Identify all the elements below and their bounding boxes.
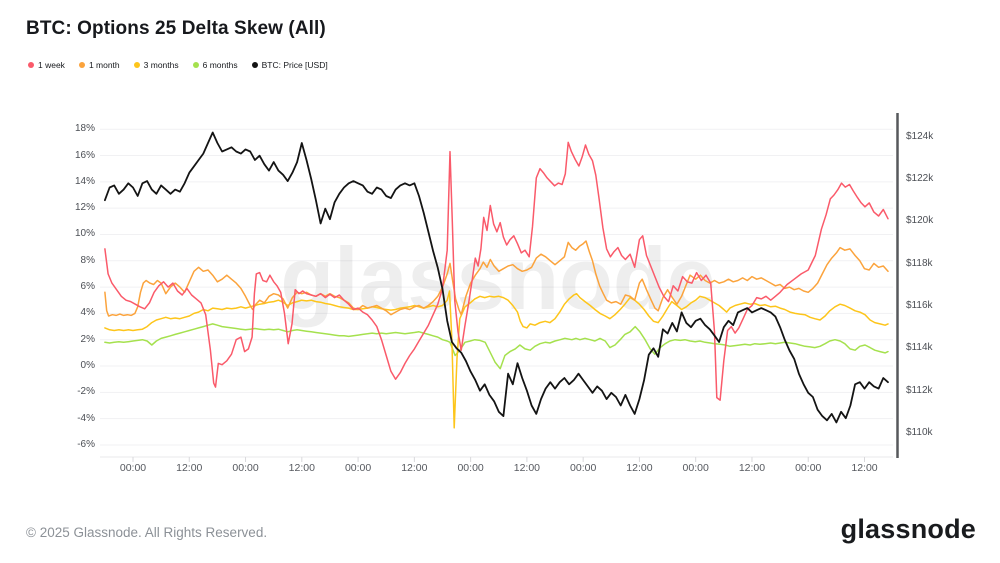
x-axis-tick-label: 12:00 <box>626 462 653 474</box>
legend-color-dot-icon <box>78 62 85 68</box>
series-line-btc-price-usd <box>104 131 889 424</box>
right-axis-tick-label: $110k <box>906 426 933 438</box>
left-axis-tick-label: -6% <box>77 438 95 450</box>
left-axis-tick-label: 16% <box>74 149 95 161</box>
copyright-text: © 2025 Glassnode. All Rights Reserved. <box>26 525 268 540</box>
x-axis-tick-label: 00:00 <box>795 462 822 474</box>
left-axis-tick-label: 14% <box>74 175 95 187</box>
x-axis-tick-label: 00:00 <box>232 462 259 474</box>
series-line-1-month <box>104 240 889 317</box>
legend-item-label: 1 month <box>88 60 120 70</box>
x-axis-tick-label: 12:00 <box>513 462 541 474</box>
x-axis-tick-label: 12:00 <box>176 462 203 474</box>
right-axis-tick-label: $114k <box>906 342 933 354</box>
legend-item-1-week[interactable]: 1 week <box>28 60 65 70</box>
x-axis-tick-label: 00:00 <box>570 462 597 474</box>
left-axis-tick-label: 6% <box>80 281 95 293</box>
chart-legend: 1 week 1 month 3 months 6 months BTC: Price … <box>28 60 328 70</box>
legend-item-6-months[interactable]: 6 months <box>192 60 238 70</box>
legend-item-label: BTC: Price [USD] <box>261 60 328 70</box>
legend-item-label: 1 week <box>38 60 65 70</box>
left-axis-tick-label: -4% <box>77 412 95 424</box>
left-axis-tick-label: -2% <box>77 386 95 398</box>
x-axis-tick-label: 00:00 <box>682 462 709 474</box>
legend-item-label: 6 months <box>202 60 238 70</box>
x-axis-tick-label: 12:00 <box>288 462 315 474</box>
left-axis-tick-label: 2% <box>80 333 95 345</box>
left-axis-tick-label: 8% <box>80 254 95 266</box>
legend-item-1-month[interactable]: 1 month <box>78 60 120 70</box>
right-axis-tick-label: $122k <box>906 173 934 185</box>
right-axis-tick-label: $118k <box>906 257 933 269</box>
glassnode-logo: glassnode <box>840 514 976 544</box>
right-axis-tick-label: $124k <box>906 130 934 142</box>
legend-color-dot-icon <box>133 62 140 68</box>
legend-color-dot-icon <box>251 62 258 68</box>
legend-item-btc-price-usd[interactable]: BTC: Price [USD] <box>251 60 328 70</box>
left-axis-tick-label: 18% <box>74 123 95 135</box>
right-axis-tick-label: $116k <box>906 300 933 311</box>
right-axis-tick-label: $112k <box>906 384 933 396</box>
legend-color-dot-icon <box>28 62 34 68</box>
series-line-6-months <box>104 323 889 370</box>
legend-item-label: 3 months <box>143 60 179 70</box>
legend-item-3-months[interactable]: 3 months <box>133 60 179 70</box>
x-axis-tick-label: 12:00 <box>401 462 428 474</box>
x-axis-tick-label: 12:00 <box>851 462 878 474</box>
x-axis-tick-label: 12:00 <box>738 462 766 474</box>
right-axis-tick-label: $120k <box>906 215 934 227</box>
left-axis-tick-label: 0% <box>80 360 95 372</box>
legend-color-dot-icon <box>192 62 199 68</box>
x-axis-tick-label: 00:00 <box>119 462 147 474</box>
x-axis-tick-label: 00:00 <box>344 462 372 474</box>
page-title: BTC: Options 25 Delta Skew (All) <box>26 18 326 39</box>
left-axis-tick-label: 12% <box>74 202 95 214</box>
left-axis-tick-label: 10% <box>74 228 95 240</box>
glassnode-watermark-text: glassnode <box>280 229 715 328</box>
x-axis-tick-label: 00:00 <box>457 462 484 474</box>
series-line-1-week <box>104 141 889 401</box>
series-line-3-months <box>104 290 889 429</box>
left-axis-tick-label: 4% <box>80 307 95 319</box>
